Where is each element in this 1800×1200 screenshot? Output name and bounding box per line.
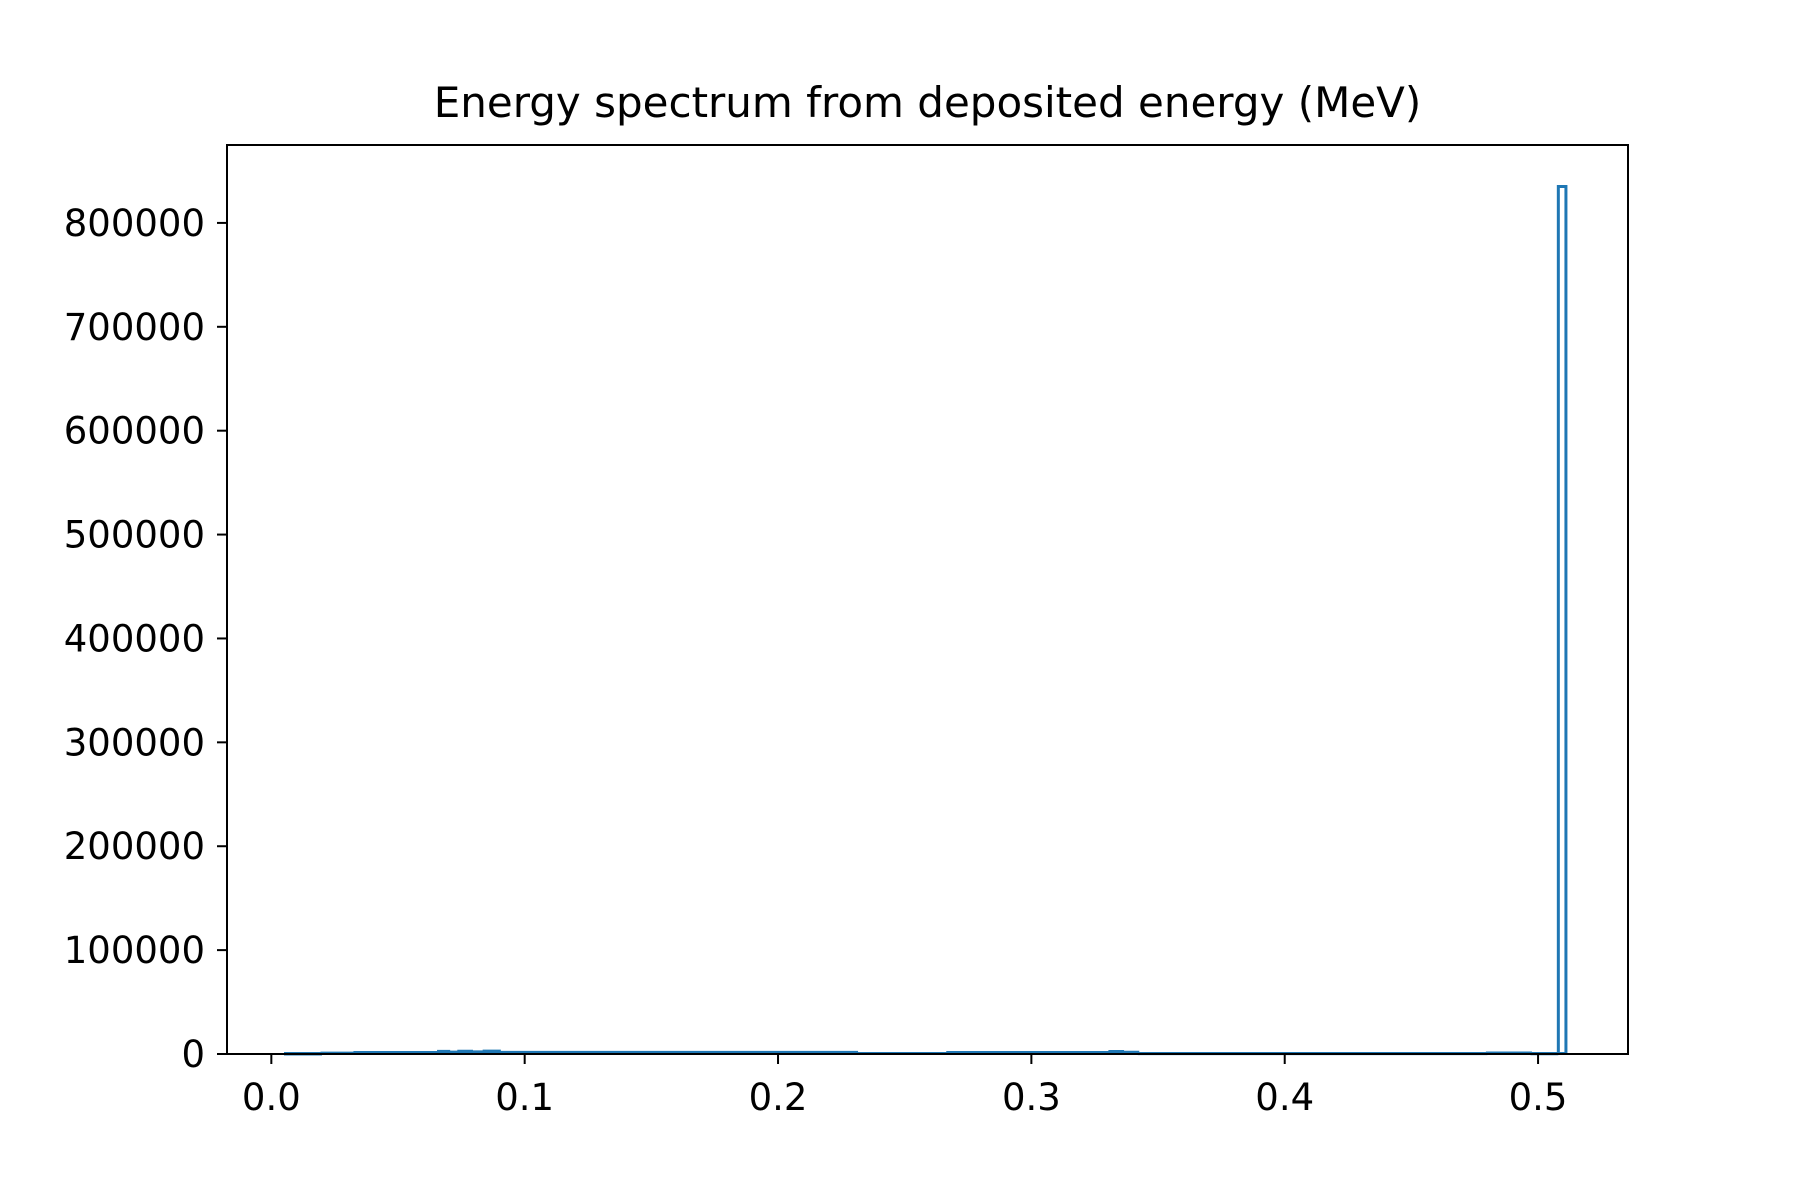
axes-frame	[226, 144, 1629, 1055]
y-tick-label: 100000	[64, 929, 205, 972]
histogram-bars	[284, 185, 1568, 1056]
y-axis: 0 100000 200000 300000 400000 500000 600000 700…	[64, 202, 227, 1076]
x-tick-label: 0.1	[495, 1076, 554, 1119]
histogram-bin-16	[1556, 185, 1568, 1054]
chart-title: Energy spectrum from deposited energy (M…	[434, 78, 1422, 127]
y-tick-label: 500000	[64, 514, 205, 557]
y-tick-label: 0	[181, 1033, 205, 1076]
x-tick-label: 0.3	[1002, 1076, 1061, 1119]
y-tick-label: 700000	[64, 306, 205, 349]
x-tick-label: 0.5	[1509, 1076, 1568, 1119]
y-tick-label: 800000	[64, 202, 205, 245]
y-tick-label: 200000	[64, 825, 205, 868]
y-tick-label: 400000	[64, 617, 205, 660]
x-tick-label: 0.4	[1255, 1076, 1314, 1119]
x-tick-label: 0.2	[749, 1076, 808, 1119]
y-tick-label: 300000	[64, 721, 205, 764]
y-tick-label: 600000	[64, 410, 205, 453]
x-axis: 0.0 0.1 0.2 0.3 0.4 0.5	[242, 1054, 1568, 1119]
x-tick-label: 0.0	[242, 1076, 301, 1119]
